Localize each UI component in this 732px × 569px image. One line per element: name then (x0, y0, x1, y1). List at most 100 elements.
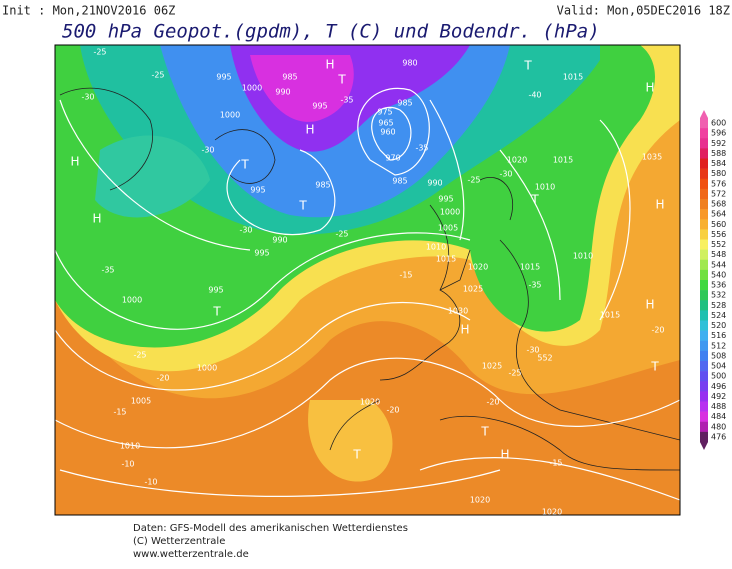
colorbar-label: 568 (711, 200, 726, 209)
colorbar-label: 496 (711, 382, 726, 391)
init-time: Init : Mon,21NOV2016 06Z (2, 4, 175, 18)
contour-line (55, 87, 680, 501)
valid-time: Valid: Mon,05DEC2016 18Z (557, 4, 730, 18)
pressure-center: H (655, 198, 664, 212)
colorbar-segment (700, 330, 708, 342)
footer-line: (C) Wetterzentrale (133, 536, 225, 547)
contour-label: -30 (81, 93, 94, 102)
colorbar-segment (700, 118, 708, 129)
colorbar-label: 524 (711, 311, 726, 320)
colorbar-label: 556 (711, 230, 726, 239)
pressure-center: H (645, 81, 654, 95)
contour-label: 1025 (482, 362, 502, 371)
colorbar-label: 600 (711, 119, 726, 128)
contour-label: 1010 (535, 183, 555, 192)
contour-label: 970 (385, 154, 400, 163)
contour-label: 1015 (436, 255, 456, 264)
colorbar-segment (700, 290, 708, 301)
colorbar-segment (700, 269, 708, 281)
contour-label: 960 (380, 128, 395, 137)
colorbar-label: 576 (711, 179, 726, 188)
contour-label: 980 (402, 59, 417, 68)
contour-label: -35 (528, 281, 541, 290)
pressure-center: H (500, 448, 509, 462)
map-frame (54, 44, 681, 516)
contour-label: 975 (377, 108, 392, 117)
colorbar-segment (700, 219, 708, 230)
colorbar-segment (700, 320, 708, 331)
contour-label: 1025 (463, 285, 483, 294)
colorbar-label: 548 (711, 250, 726, 259)
colorbar-segment (700, 168, 708, 180)
colorbar-segment (700, 138, 708, 149)
contour-label: 1000 (440, 208, 460, 217)
contour-label: 995 (216, 73, 231, 82)
contour-label: -25 (93, 48, 106, 57)
contour-label: 552 (537, 354, 552, 363)
colorbar-segment (700, 259, 708, 271)
contour-label: -25 (151, 71, 164, 80)
contour-label: 990 (427, 179, 442, 188)
contour-label: -30 (201, 146, 214, 155)
contour-label: -15 (113, 408, 126, 417)
colorbar-segment (700, 391, 708, 402)
colorbar-label: 520 (711, 321, 726, 330)
colorbar-segment (700, 249, 708, 261)
colorbar-segment (700, 350, 708, 362)
contour-label: 1020 (542, 508, 562, 517)
map (54, 44, 681, 516)
footer-line: www.wetterzentrale.de (133, 549, 249, 560)
pressure-center: H (305, 123, 314, 137)
contour-label: -30 (526, 346, 539, 355)
contour-label: 1020 (507, 156, 527, 165)
contour-label: 1010 (426, 243, 446, 252)
contour-label: 1000 (220, 111, 240, 120)
colorbar-segment (700, 401, 708, 412)
contour-label: -10 (121, 460, 134, 469)
pressure-center: H (645, 298, 654, 312)
colorbar-label: 596 (711, 129, 726, 138)
footer-line: Daten: GFS-Modell des amerikanischen Wet… (133, 523, 408, 534)
contour-label: 1005 (438, 224, 458, 233)
colorbar-segment (700, 340, 708, 352)
colorbar-label: 492 (711, 392, 726, 401)
contour-label: 1020 (470, 496, 490, 505)
colorbar-segment (700, 310, 708, 321)
colorbar-label: 588 (711, 149, 726, 158)
contour-label: 1010 (120, 442, 140, 451)
colorbar-label: 508 (711, 351, 726, 360)
contour-label: 985 (282, 73, 297, 82)
contour-label: 995 (208, 286, 223, 295)
colorbar: 6005965925885845805765725685645605565525… (700, 110, 726, 450)
colorbar-cap (700, 442, 708, 450)
contour-label: -10 (144, 478, 157, 487)
colorbar-segment (700, 158, 708, 169)
contour-label: -25 (508, 369, 521, 378)
colorbar-label: 516 (711, 331, 726, 340)
colorbar-label: 584 (711, 159, 726, 168)
map-title: 500 hPa Geopot.(gpdm), T (C) und Bodendr… (62, 21, 600, 43)
contour-label: 1015 (563, 73, 583, 82)
contour-label: 995 (312, 102, 327, 111)
contour-label: 1000 (122, 296, 142, 305)
contour-label: -20 (486, 398, 499, 407)
pressure-center: T (523, 59, 532, 73)
pressure-center: H (70, 155, 79, 169)
colorbar-segment (700, 421, 708, 433)
colorbar-label: 500 (711, 372, 726, 381)
contour-label: 985 (392, 177, 407, 186)
band (95, 135, 210, 218)
colorbar-segment (700, 280, 708, 291)
band (308, 400, 393, 482)
pressure-center: T (240, 158, 249, 172)
colorbar-label: 480 (711, 422, 726, 431)
colorbar-cap (700, 110, 708, 118)
contour-label: 1005 (131, 397, 151, 406)
contour-label: -25 (133, 351, 146, 360)
colorbar-label: 540 (711, 270, 726, 279)
contour-label: -40 (528, 91, 541, 100)
colorbar-label: 532 (711, 291, 726, 300)
contour-label: 985 (315, 181, 330, 190)
